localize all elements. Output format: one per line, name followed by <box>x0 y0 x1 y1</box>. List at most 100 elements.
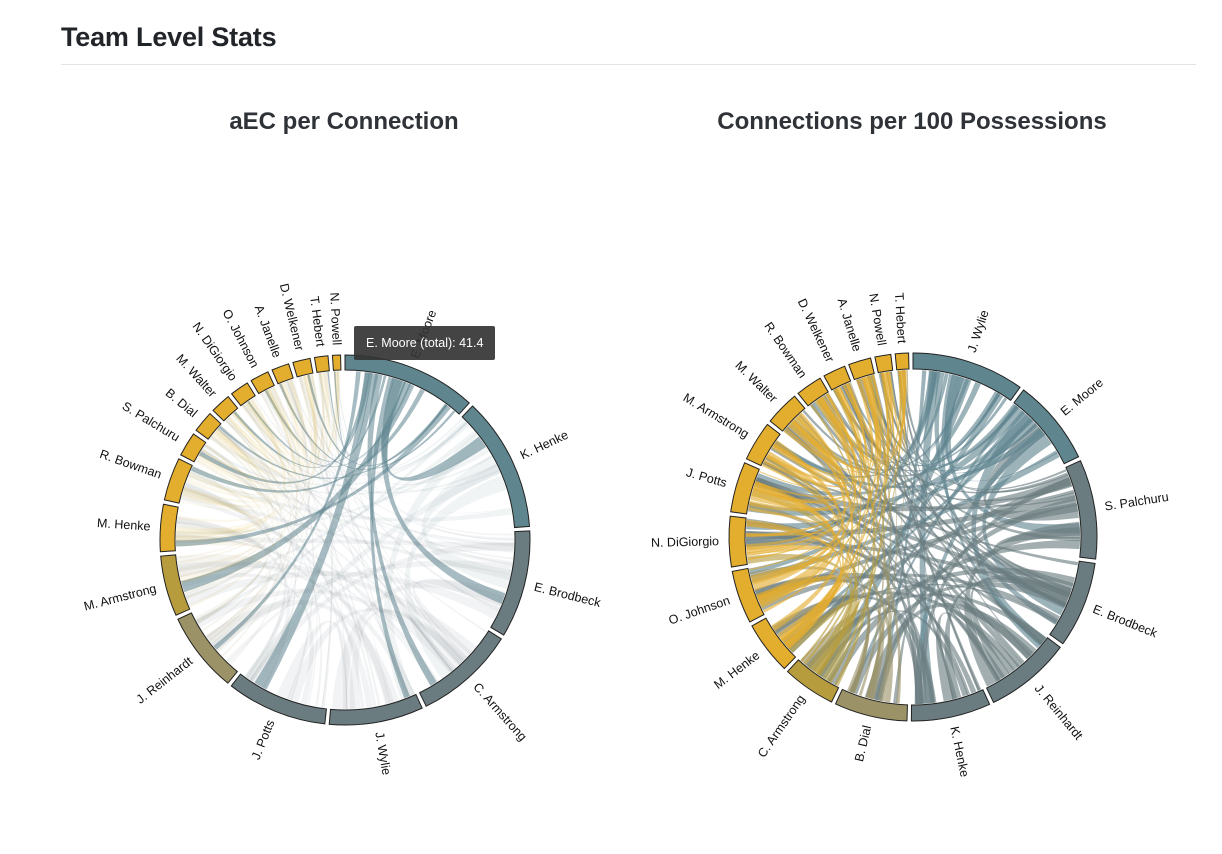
ribbon-layer <box>746 370 1080 704</box>
arc-m-armstrong[interactable] <box>160 554 191 616</box>
ribbon-j-wylie-j-reinhardt <box>205 599 400 705</box>
label-e-brodbeck: E. Brodbeck <box>1091 602 1160 641</box>
label-n-digiorgio: N. DiGiorgio <box>651 534 719 550</box>
label-t-hebert: T. Hebert <box>307 295 327 348</box>
arc-a-janelle[interactable] <box>848 357 875 381</box>
ribbon-o-johnson-m-armstrong <box>762 455 840 613</box>
ribbon-o-johnson-j-potts <box>752 480 836 606</box>
arc-j-potts[interactable] <box>730 462 760 515</box>
arc-e-moore[interactable] <box>344 354 470 415</box>
ribbon-k-henke-e-brodbeck <box>421 455 512 590</box>
arc-t-hebert[interactable] <box>313 355 330 373</box>
arc-n-digiorgio[interactable] <box>728 515 748 568</box>
ribbon-c-armstrong-m-henke <box>176 534 435 686</box>
ribbon-c-armstrong-j-potts <box>286 607 466 703</box>
label-m-walter: M. Walter <box>732 358 780 405</box>
ribbon-k-henke-n-digiorgio <box>245 402 464 476</box>
arc-e-brodbeck[interactable] <box>1049 560 1096 645</box>
arc-m-walter[interactable] <box>769 395 806 432</box>
ribbon-b-dial-t-hebert <box>220 372 327 473</box>
label-r-bowman: R. Bowman <box>761 319 809 380</box>
ribbon-e-moore-k-henke <box>381 378 487 481</box>
arc-e-moore[interactable] <box>1013 389 1080 465</box>
ribbon-e-brodbeck-r-bowman <box>182 488 511 581</box>
hover-tooltip: E. Moore (total): 41.4 <box>354 326 496 360</box>
arc-o-johnson[interactable] <box>250 371 275 395</box>
arc-b-dial[interactable] <box>834 688 909 722</box>
arc-n-digiorgio[interactable] <box>230 382 256 407</box>
ribbon-e-moore-c-armstrong <box>367 373 437 686</box>
arc-c-armstrong[interactable] <box>418 630 503 707</box>
ribbon-b-dial-d-welkener <box>213 376 313 476</box>
arc-k-henke[interactable] <box>910 689 991 722</box>
arc-d-welkener[interactable] <box>823 365 852 391</box>
ribbon-j-potts-r-bowman <box>749 399 854 512</box>
ribbon-j-potts-d-welkener <box>754 388 862 498</box>
arc-s-palchuru[interactable] <box>180 433 207 463</box>
arc-n-powell[interactable] <box>331 354 342 371</box>
label-a-janelle: A. Janelle <box>835 297 864 354</box>
ribbon-m-henke-m-armstrong <box>771 440 845 631</box>
title-divider <box>61 64 1196 65</box>
ribbon-j-reinhardt-b-dial <box>210 435 282 657</box>
label-k-henke: K. Henke <box>947 725 971 778</box>
arc-k-henke[interactable] <box>461 405 531 529</box>
ribbon-m-armstrong-r-bowman <box>178 486 264 574</box>
ribbon-r-bowman-o-johnson <box>183 388 294 503</box>
arc-n-powell[interactable] <box>874 353 894 374</box>
label-m-henke: M. Henke <box>97 516 151 533</box>
ribbon-j-potts-a-janelle <box>751 378 874 504</box>
ribbon-k-henke-s-palchuru <box>203 444 490 495</box>
ribbon-e-brodbeck-j-potts <box>249 542 514 685</box>
label-c-armstrong: C. Armstrong <box>755 692 808 760</box>
arc-j-wylie[interactable] <box>912 352 1021 402</box>
label-m-armstrong: M. Armstrong <box>681 391 752 442</box>
ribbon-k-henke-a-janelle <box>870 374 982 691</box>
arc-m-henke[interactable] <box>751 617 797 670</box>
ribbon-m-walter-n-powell <box>783 371 894 473</box>
label-j-reinhardt: J. Reinhardt <box>1032 682 1086 743</box>
ribbon-e-moore-n-powell <box>333 371 373 457</box>
ribbon-j-wylie-j-potts <box>756 391 1001 496</box>
arc-a-janelle[interactable] <box>271 363 294 385</box>
ribbon-o-johnson-a-janelle <box>268 382 312 463</box>
ribbon-e-brodbeck-o-johnson <box>760 573 1060 623</box>
arc-j-reinhardt[interactable] <box>177 612 239 684</box>
ribbon-e-brodbeck-j-wylie <box>331 579 506 710</box>
ribbon-k-henke-j-wylie <box>384 433 485 700</box>
arc-j-reinhardt[interactable] <box>985 637 1061 704</box>
ribbon-s-palchuru-o-johnson <box>757 504 1079 605</box>
ribbon-e-brodbeck-m-armstrong <box>185 571 499 620</box>
arc-j-potts[interactable] <box>230 673 328 725</box>
arc-j-wylie[interactable] <box>328 693 423 726</box>
arc-c-armstrong[interactable] <box>786 659 840 703</box>
ribbon-j-potts-m-walter <box>227 417 318 706</box>
ribbon-n-digiorgio-d-welkener <box>746 382 867 537</box>
chart-title-aec: aEC per Connection <box>229 108 459 135</box>
label-e-moore: E. Moore <box>1058 375 1106 418</box>
ribbon-n-powell-t-hebert <box>887 370 906 455</box>
ribbon-c-armstrong-m-armstrong <box>178 561 477 655</box>
arc-r-bowman[interactable] <box>797 377 829 407</box>
ribbon-e-brodbeck-j-reinhardt <box>211 560 513 652</box>
ribbon-j-reinhardt-r-bowman <box>809 403 1025 664</box>
ribbon-c-armstrong-j-wylie <box>349 609 467 709</box>
arc-t-hebert[interactable] <box>894 352 910 371</box>
arc-b-dial[interactable] <box>195 412 222 440</box>
arc-r-bowman[interactable] <box>163 458 193 504</box>
ribbon-k-henke-c-armstrong <box>404 475 507 679</box>
ribbon-r-bowman-s-palchuru <box>188 454 270 504</box>
label-d-welkener: D. Welkener <box>795 296 837 364</box>
arc-o-johnson[interactable] <box>731 567 765 623</box>
arc-d-welkener[interactable] <box>292 357 314 378</box>
arc-e-brodbeck[interactable] <box>490 530 531 636</box>
arc-s-palchuru[interactable] <box>1065 460 1098 560</box>
ribbon-e-moore-e-brodbeck <box>381 377 506 604</box>
ribbon-s-palchuru-t-hebert <box>902 370 1069 493</box>
arc-m-walter[interactable] <box>212 395 239 422</box>
arc-m-henke[interactable] <box>159 503 179 553</box>
ribbon-j-reinhardt-m-walter <box>783 426 1023 667</box>
arc-m-armstrong[interactable] <box>745 423 781 467</box>
